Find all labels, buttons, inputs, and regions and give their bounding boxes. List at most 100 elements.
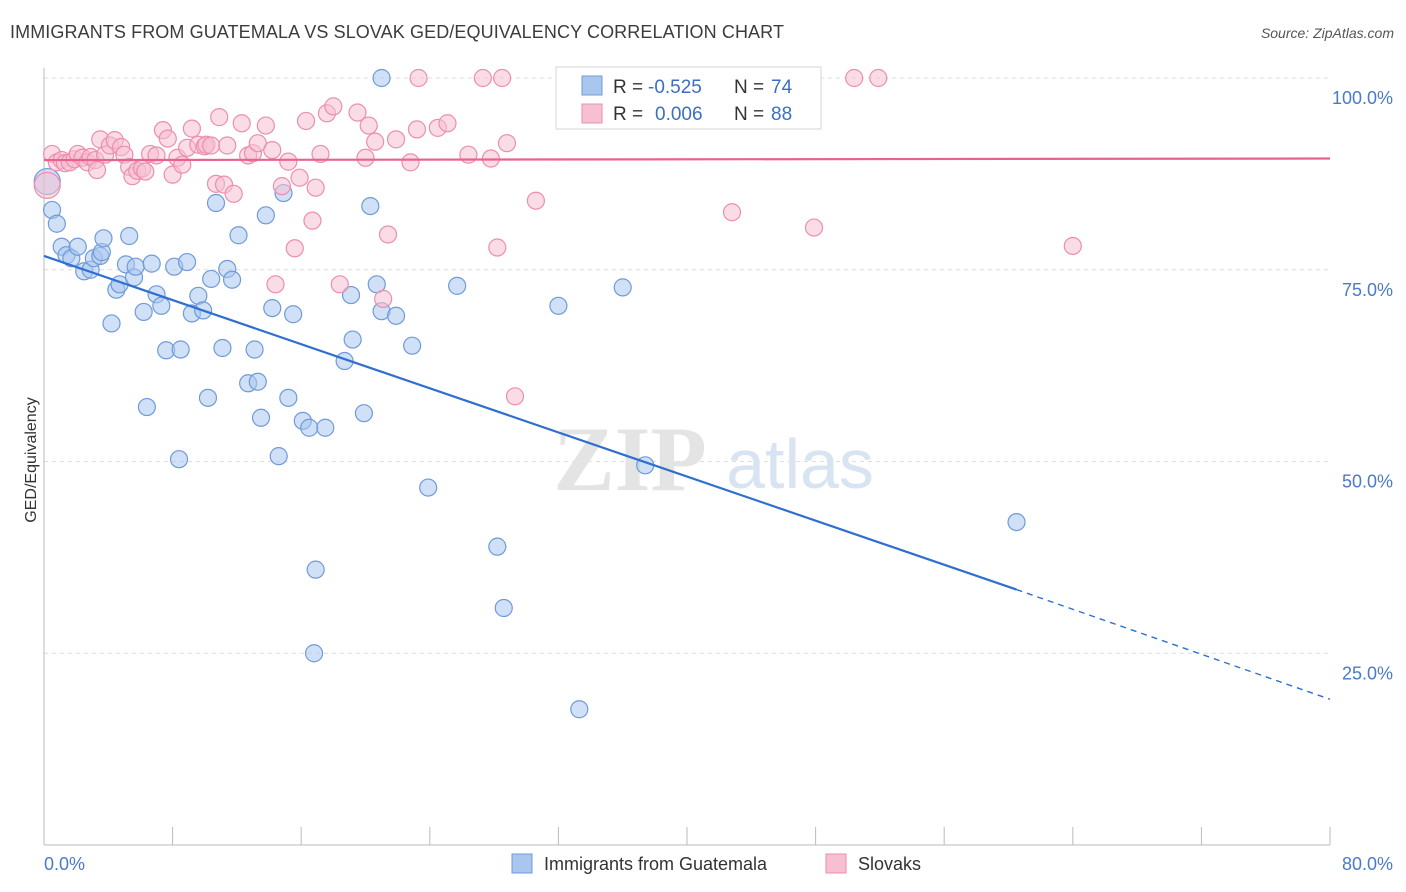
guatemala-point-71 (613, 278, 632, 297)
slovak-point-32 (182, 119, 201, 138)
slovak-point-59 (330, 275, 349, 294)
guatemala-point-27 (169, 450, 189, 469)
slovak-point-58 (324, 97, 343, 116)
legend-n-label-blue: N = (734, 77, 764, 98)
legend-r-value-blue: -0.525 (648, 77, 702, 98)
y-axis-label: GED/Equivalency (23, 397, 40, 522)
guatemala-point-65 (419, 478, 438, 497)
legend-swatch-blue (581, 75, 603, 96)
slovak-point-36 (202, 136, 221, 155)
slovak-point-41 (224, 184, 243, 203)
guatemala-point-13 (102, 314, 121, 333)
guatemala-point-48 (279, 388, 298, 407)
y-tick-label-0: 25.0% (1342, 663, 1393, 683)
guatemala-point-57 (341, 285, 361, 305)
slovak-point-86 (869, 68, 888, 88)
legend-r-label-blue: R = (613, 77, 643, 98)
guatemala-point-45 (263, 299, 282, 318)
guatemala-point-66 (448, 276, 467, 295)
slovak-point-30 (173, 155, 192, 174)
slovak-point-77 (497, 134, 517, 153)
slovak-point-69 (409, 68, 428, 88)
legend-r-value-pink: 0.006 (655, 104, 703, 125)
guatemala-point-73 (1007, 512, 1026, 532)
guatemala-point-63 (386, 306, 406, 325)
guatemala-point-68 (494, 598, 513, 618)
guatemala-point-49 (284, 305, 303, 324)
guatemala-point-39 (229, 226, 248, 245)
slovak-point-63 (366, 132, 385, 151)
guatemala-point-19 (126, 257, 145, 276)
slovak-point-0 (33, 171, 61, 199)
slovak-point-55 (306, 178, 325, 197)
slovak-point-56 (311, 144, 330, 164)
watermark-zip: ZIP (553, 408, 706, 510)
slovak-point-85 (845, 68, 864, 88)
legend-n-value-pink: 88 (771, 104, 792, 125)
slovak-point-71 (438, 114, 457, 133)
slovak-point-25 (147, 146, 166, 165)
series-legend-label-blue: Immigrants from Guatemala (544, 854, 768, 874)
guatemala-point-17 (120, 226, 139, 246)
guatemala-point-29 (177, 252, 197, 272)
legend-r-label-pink: R = (613, 104, 643, 125)
slovak-point-49 (272, 177, 292, 196)
slovak-point-48 (266, 275, 285, 294)
slovak-point-46 (256, 116, 275, 135)
guatemala-point-38 (222, 270, 242, 289)
guatemala-point-62 (372, 68, 391, 88)
trend-line-slovaks (43, 157, 1331, 162)
series-legend-label-pink: Slovaks (858, 854, 921, 874)
slovak-point-52 (290, 168, 309, 187)
slovak-point-40 (218, 136, 237, 155)
slovak-point-51 (285, 239, 304, 258)
guatemala-point-43 (251, 408, 271, 427)
slovak-point-50 (279, 152, 298, 171)
guatemala-point-35 (206, 193, 226, 213)
guatemala-point-34 (202, 269, 221, 289)
y-tick-label-2: 75.0% (1342, 280, 1393, 300)
guatemala-point-42 (248, 372, 267, 391)
slovak-point-42 (232, 114, 251, 133)
slovak-point-38 (210, 108, 229, 127)
guatemala-point-44 (256, 206, 275, 225)
guatemala-point-6 (68, 237, 87, 256)
guatemala-point-36 (213, 338, 232, 358)
guatemala-point-67 (488, 537, 507, 556)
series-guatemala (33, 68, 1026, 719)
slovak-point-78 (505, 387, 525, 406)
series-legend-swatch-blue (511, 853, 533, 874)
guatemala-point-41 (245, 340, 264, 359)
series-legend: Immigrants from Guatemala Slovaks (511, 853, 921, 874)
trend-lines (43, 157, 1331, 700)
guatemala-point-53 (306, 560, 325, 579)
tick-labels: 25.0% 50.0% 75.0% 100.0% 0.0% 80.0% (44, 88, 1393, 874)
guatemala-point-64 (403, 336, 422, 355)
legend-n-label-pink: N = (734, 104, 764, 125)
x-tick-label-1: 80.0% (1342, 854, 1393, 874)
slovak-point-27 (158, 129, 177, 148)
guatemala-point-51 (300, 418, 319, 437)
guatemala-point-33 (198, 388, 218, 407)
guatemala-point-2 (47, 214, 66, 233)
slovak-point-65 (378, 225, 398, 244)
slovak-point-73 (473, 68, 492, 88)
slovak-point-54 (303, 211, 322, 230)
guatemala-point-21 (137, 397, 156, 417)
guatemala-point-22 (142, 254, 161, 273)
slovak-point-76 (493, 68, 512, 88)
slovak-point-68 (407, 120, 427, 139)
slovak-point-83 (722, 203, 742, 222)
slovak-point-53 (296, 111, 316, 131)
correlation-legend: R = -0.525 N = 74 R = 0.006 N = 88 (555, 66, 822, 130)
slovak-point-23 (136, 162, 155, 181)
y-tick-label-1: 50.0% (1342, 472, 1393, 492)
slovak-point-87 (1063, 236, 1082, 256)
guatemala-point-59 (361, 196, 380, 216)
guatemala-point-56 (343, 330, 362, 349)
guatemala-point-20 (134, 302, 153, 322)
guatemala-point-24 (152, 296, 171, 315)
legend-swatch-pink (581, 103, 603, 124)
slovak-point-84 (804, 218, 824, 237)
chart-title: IMMIGRANTS FROM GUATEMALA VS SLOVAK GED/… (10, 22, 785, 42)
